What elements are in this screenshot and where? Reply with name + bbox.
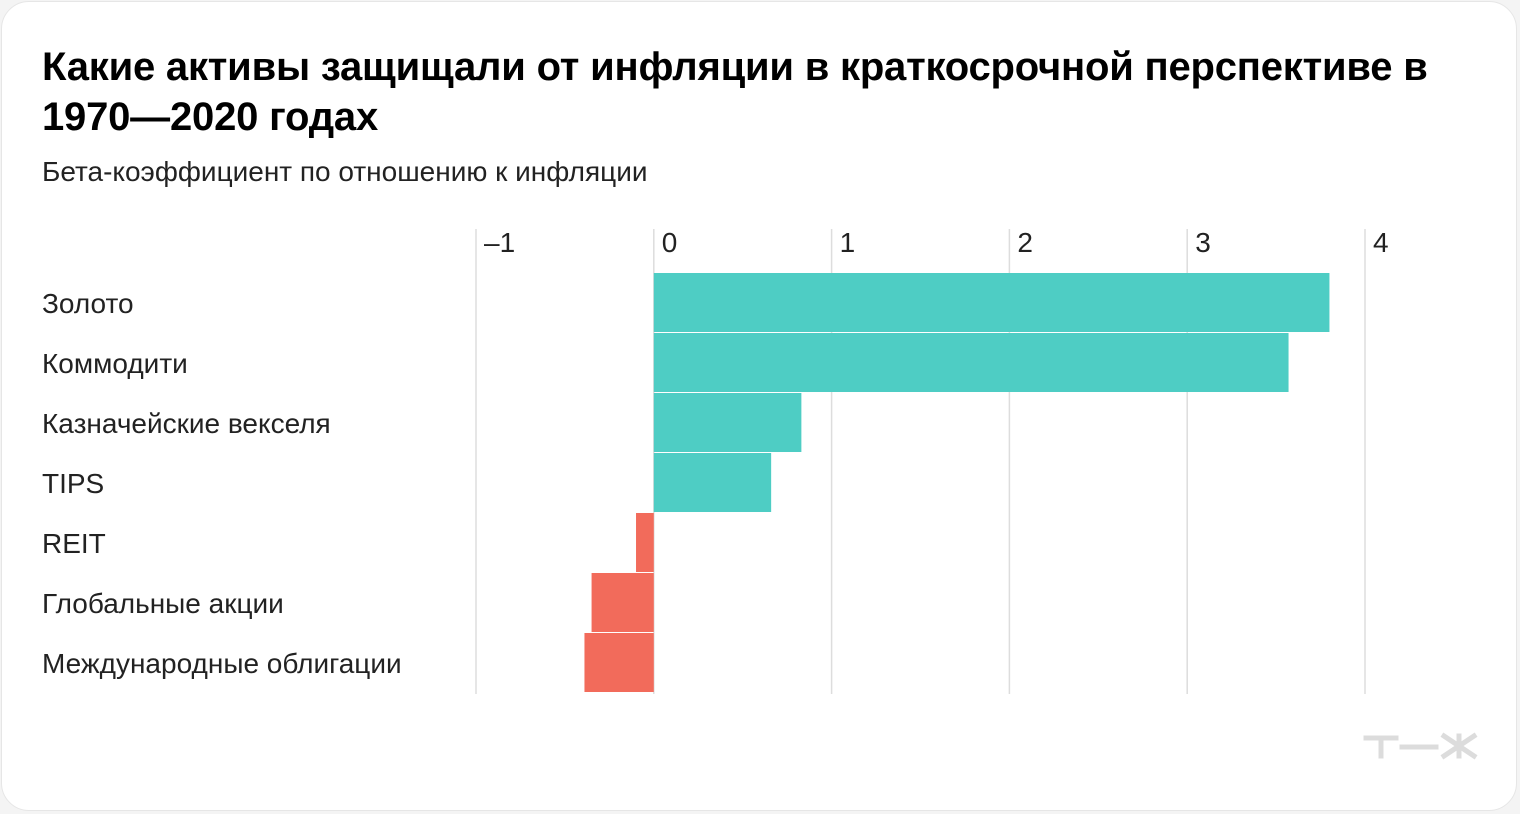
bar [653,333,1289,392]
bar [591,573,654,632]
bar [636,513,654,572]
bar [653,453,772,512]
x-tick-label: 3 [1195,227,1211,258]
bar [653,393,802,452]
x-tick-label: 4 [1373,227,1389,258]
x-tick-label: 2 [1017,227,1033,258]
bar [653,273,1330,332]
bar [584,633,654,692]
x-axis-ticks: –1 0 1 2 3 4 [484,227,1389,258]
category-label: Казначейские векселя [42,408,331,439]
category-label: Коммодити [42,348,188,379]
category-label: Глобальные акции [42,588,284,619]
chart-title: Какие активы защищали от инфляции в крат… [42,45,1428,139]
x-tick-label: 1 [840,227,856,258]
chart-subtitle: Бета-коэффициент по отношению к инфляции [42,156,648,187]
category-label: TIPS [42,468,104,499]
x-tick-label: –1 [484,227,515,258]
category-label: Международные облигации [42,648,402,679]
category-label: Золото [42,288,134,319]
tzh-logo [1363,732,1478,760]
category-labels: Золото Коммодити Казначейские векселя TIPS R… [42,288,402,679]
bars [584,273,1330,692]
x-tick-label: 0 [662,227,678,258]
category-label: REIT [42,528,106,559]
